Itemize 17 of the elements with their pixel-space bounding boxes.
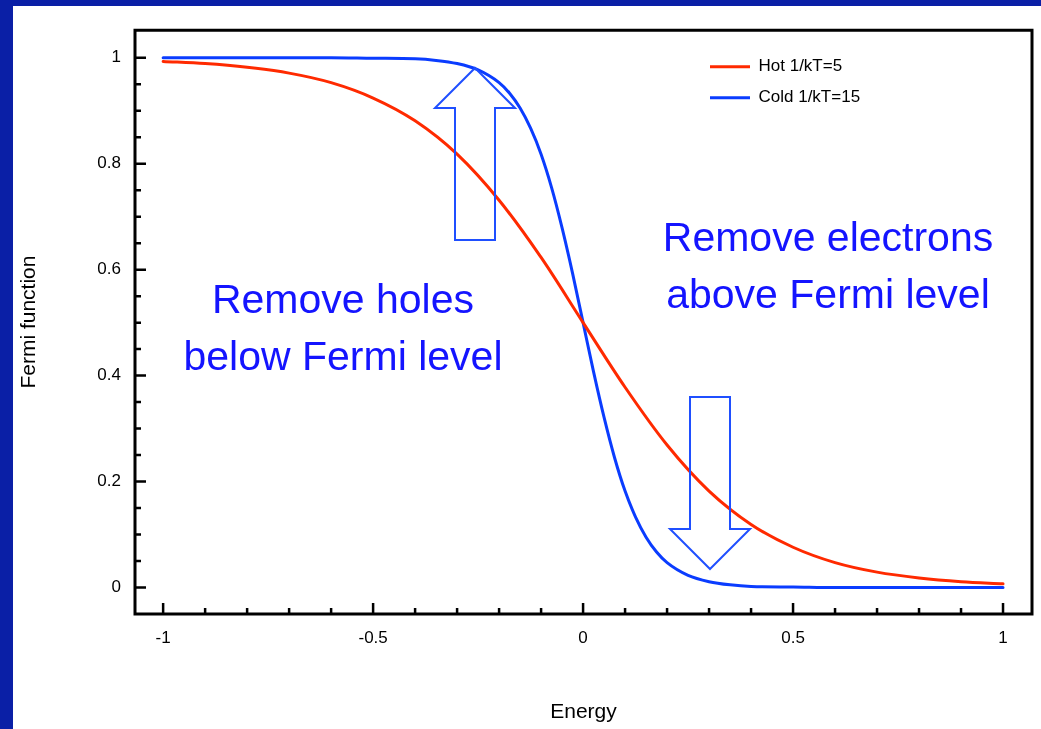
x-axis-title: Energy bbox=[550, 699, 618, 723]
x-tick-label: -0.5 bbox=[358, 627, 388, 647]
y-axis-title: Fermi function bbox=[16, 255, 40, 389]
y-tick-label: 1 bbox=[111, 47, 121, 67]
y-tick-label: 0.8 bbox=[97, 153, 121, 173]
y-tick-label: 0.4 bbox=[97, 365, 121, 385]
y-tick-label: 0.6 bbox=[97, 259, 121, 279]
x-tick-label: 1 bbox=[998, 627, 1008, 647]
x-tick-label: 0 bbox=[578, 627, 588, 647]
x-tick-label: -1 bbox=[155, 627, 171, 647]
annotation: Remove holes below Fermi level bbox=[182, 275, 504, 381]
annotation: Remove electrons above Fermi level bbox=[661, 213, 995, 319]
y-tick-label: 0.2 bbox=[97, 471, 121, 491]
x-tick-label: 0.5 bbox=[781, 627, 805, 647]
y-tick-label: 0 bbox=[111, 577, 121, 597]
legend-label: Hot 1/kT=5 bbox=[758, 56, 843, 76]
legend-label: Cold 1/kT=15 bbox=[758, 87, 861, 107]
